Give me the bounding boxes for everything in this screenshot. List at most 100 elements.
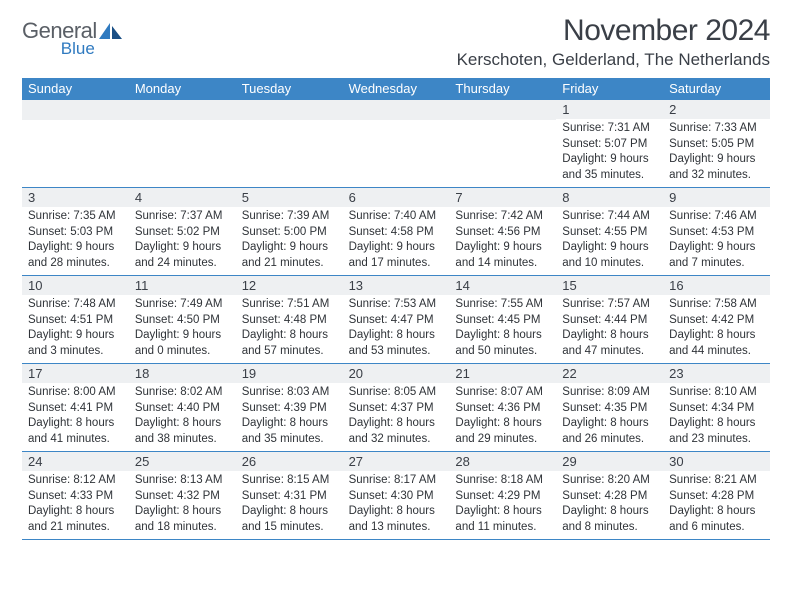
- daylight-text: Daylight: 9 hours and 3 minutes.: [28, 328, 123, 359]
- day-details: Sunrise: 8:12 AMSunset: 4:33 PMDaylight:…: [22, 471, 129, 539]
- day-number: 3: [22, 188, 129, 207]
- daylight-text: Daylight: 8 hours and 50 minutes.: [455, 328, 550, 359]
- day-number: 24: [22, 452, 129, 471]
- day-cell: 21Sunrise: 8:07 AMSunset: 4:36 PMDayligh…: [449, 364, 556, 451]
- day-cell: 1Sunrise: 7:31 AMSunset: 5:07 PMDaylight…: [556, 100, 663, 187]
- day-cell: 19Sunrise: 8:03 AMSunset: 4:39 PMDayligh…: [236, 364, 343, 451]
- day-number: 27: [343, 452, 450, 471]
- sunrise-text: Sunrise: 7:31 AM: [562, 121, 657, 137]
- daylight-text: Daylight: 8 hours and 29 minutes.: [455, 416, 550, 447]
- day-number: [236, 100, 343, 120]
- daylight-text: Daylight: 8 hours and 32 minutes.: [349, 416, 444, 447]
- day-details: Sunrise: 7:31 AMSunset: 5:07 PMDaylight:…: [556, 119, 663, 187]
- day-cell: 5Sunrise: 7:39 AMSunset: 5:00 PMDaylight…: [236, 188, 343, 275]
- logo-sail-icon: [99, 23, 123, 43]
- day-details: Sunrise: 7:49 AMSunset: 4:50 PMDaylight:…: [129, 295, 236, 363]
- daylight-text: Daylight: 8 hours and 53 minutes.: [349, 328, 444, 359]
- sunset-text: Sunset: 4:36 PM: [455, 401, 550, 417]
- daylight-text: Daylight: 9 hours and 32 minutes.: [669, 152, 764, 183]
- day-cell: [22, 100, 129, 187]
- sunset-text: Sunset: 4:41 PM: [28, 401, 123, 417]
- day-details: Sunrise: 8:07 AMSunset: 4:36 PMDaylight:…: [449, 383, 556, 451]
- sunset-text: Sunset: 4:34 PM: [669, 401, 764, 417]
- day-cell: [343, 100, 450, 187]
- title-block: November 2024 Kerschoten, Gelderland, Th…: [457, 14, 770, 70]
- day-number: 28: [449, 452, 556, 471]
- day-cell: 25Sunrise: 8:13 AMSunset: 4:32 PMDayligh…: [129, 452, 236, 539]
- sunset-text: Sunset: 4:29 PM: [455, 489, 550, 505]
- day-number: [449, 100, 556, 120]
- week-row: 1Sunrise: 7:31 AMSunset: 5:07 PMDaylight…: [22, 100, 770, 188]
- week-row: 17Sunrise: 8:00 AMSunset: 4:41 PMDayligh…: [22, 364, 770, 452]
- day-number: 11: [129, 276, 236, 295]
- weekday-header: Wednesday: [343, 78, 450, 100]
- day-details: Sunrise: 7:48 AMSunset: 4:51 PMDaylight:…: [22, 295, 129, 363]
- daylight-text: Daylight: 9 hours and 17 minutes.: [349, 240, 444, 271]
- sunset-text: Sunset: 5:03 PM: [28, 225, 123, 241]
- sunset-text: Sunset: 4:50 PM: [135, 313, 230, 329]
- weeks-container: 1Sunrise: 7:31 AMSunset: 5:07 PMDaylight…: [22, 100, 770, 540]
- sunrise-text: Sunrise: 8:21 AM: [669, 473, 764, 489]
- day-details: Sunrise: 7:39 AMSunset: 5:00 PMDaylight:…: [236, 207, 343, 275]
- weekday-header: Friday: [556, 78, 663, 100]
- day-number: 6: [343, 188, 450, 207]
- day-cell: 11Sunrise: 7:49 AMSunset: 4:50 PMDayligh…: [129, 276, 236, 363]
- day-number: 7: [449, 188, 556, 207]
- day-number: 9: [663, 188, 770, 207]
- sunrise-text: Sunrise: 8:18 AM: [455, 473, 550, 489]
- weekday-header: Saturday: [663, 78, 770, 100]
- day-number: 8: [556, 188, 663, 207]
- sunrise-text: Sunrise: 7:53 AM: [349, 297, 444, 313]
- day-cell: 29Sunrise: 8:20 AMSunset: 4:28 PMDayligh…: [556, 452, 663, 539]
- sunrise-text: Sunrise: 8:15 AM: [242, 473, 337, 489]
- day-number: 30: [663, 452, 770, 471]
- day-cell: 28 Sunrise: 8:18 AMSunset: 4:29 PMDayligh…: [449, 452, 556, 539]
- day-number: [343, 100, 450, 120]
- day-details: Sunrise: 8:03 AMSunset: 4:39 PMDaylight:…: [236, 383, 343, 451]
- daylight-text: Daylight: 9 hours and 35 minutes.: [562, 152, 657, 183]
- daylight-text: Daylight: 8 hours and 18 minutes.: [135, 504, 230, 535]
- daylight-text: Daylight: 8 hours and 11 minutes.: [455, 504, 550, 535]
- sunrise-text: Sunrise: 8:03 AM: [242, 385, 337, 401]
- day-cell: 22Sunrise: 8:09 AMSunset: 4:35 PMDayligh…: [556, 364, 663, 451]
- sunrise-text: Sunrise: 7:40 AM: [349, 209, 444, 225]
- day-number: [22, 100, 129, 120]
- weekday-header: Monday: [129, 78, 236, 100]
- sunset-text: Sunset: 4:48 PM: [242, 313, 337, 329]
- day-number: 18: [129, 364, 236, 383]
- day-details: Sunrise: 7:57 AMSunset: 4:44 PMDaylight:…: [556, 295, 663, 363]
- daylight-text: Daylight: 8 hours and 6 minutes.: [669, 504, 764, 535]
- sunset-text: Sunset: 4:40 PM: [135, 401, 230, 417]
- sunset-text: Sunset: 4:32 PM: [135, 489, 230, 505]
- sunrise-text: Sunrise: 7:57 AM: [562, 297, 657, 313]
- sunset-text: Sunset: 4:51 PM: [28, 313, 123, 329]
- weekday-header: Tuesday: [236, 78, 343, 100]
- logo: General Blue: [22, 14, 123, 57]
- sunset-text: Sunset: 4:55 PM: [562, 225, 657, 241]
- sunrise-text: Sunrise: 8:13 AM: [135, 473, 230, 489]
- day-details: Sunrise: 7:53 AMSunset: 4:47 PMDaylight:…: [343, 295, 450, 363]
- day-cell: 8Sunrise: 7:44 AMSunset: 4:55 PMDaylight…: [556, 188, 663, 275]
- day-number: 13: [343, 276, 450, 295]
- sunrise-text: Sunrise: 7:37 AM: [135, 209, 230, 225]
- day-cell: 14Sunrise: 7:55 AMSunset: 4:45 PMDayligh…: [449, 276, 556, 363]
- day-cell: 15Sunrise: 7:57 AMSunset: 4:44 PMDayligh…: [556, 276, 663, 363]
- weekday-header: Sunday: [22, 78, 129, 100]
- daylight-text: Daylight: 8 hours and 13 minutes.: [349, 504, 444, 535]
- day-number: 20: [343, 364, 450, 383]
- daylight-text: Daylight: 9 hours and 21 minutes.: [242, 240, 337, 271]
- day-cell: 23Sunrise: 8:10 AMSunset: 4:34 PMDayligh…: [663, 364, 770, 451]
- sunrise-text: Sunrise: 8:09 AM: [562, 385, 657, 401]
- day-details: Sunrise: 8:09 AMSunset: 4:35 PMDaylight:…: [556, 383, 663, 451]
- sunset-text: Sunset: 4:47 PM: [349, 313, 444, 329]
- day-cell: 3Sunrise: 7:35 AMSunset: 5:03 PMDaylight…: [22, 188, 129, 275]
- day-cell: 4Sunrise: 7:37 AMSunset: 5:02 PMDaylight…: [129, 188, 236, 275]
- day-number: 14: [449, 276, 556, 295]
- daylight-text: Daylight: 9 hours and 10 minutes.: [562, 240, 657, 271]
- weekday-header-row: Sunday Monday Tuesday Wednesday Thursday…: [22, 78, 770, 100]
- day-cell: 27Sunrise: 8:17 AMSunset: 4:30 PMDayligh…: [343, 452, 450, 539]
- day-number: 1: [556, 100, 663, 119]
- day-cell: 17Sunrise: 8:00 AMSunset: 4:41 PMDayligh…: [22, 364, 129, 451]
- day-number: 19: [236, 364, 343, 383]
- sunset-text: Sunset: 4:37 PM: [349, 401, 444, 417]
